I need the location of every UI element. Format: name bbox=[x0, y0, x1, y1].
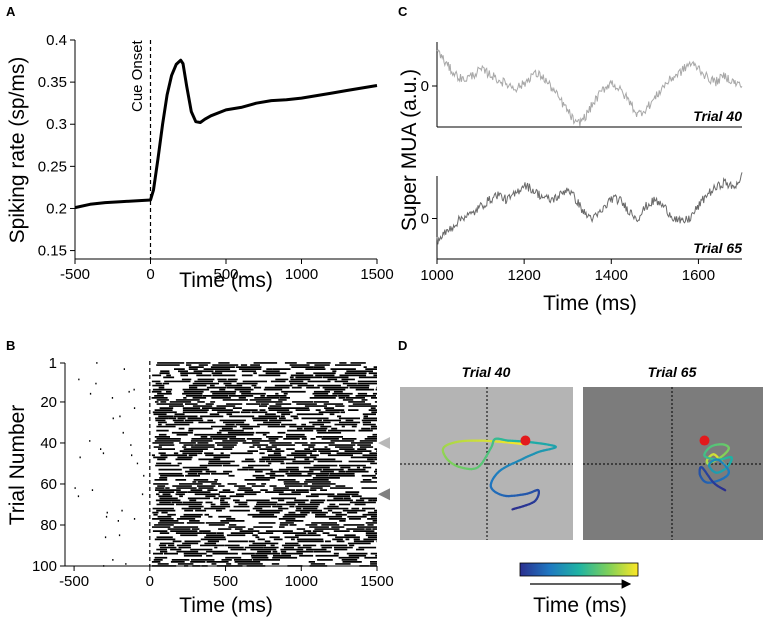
x-tick-label: 1000 bbox=[420, 267, 453, 284]
x-tick-label: 1400 bbox=[595, 267, 628, 284]
y-tick-label: 0.35 bbox=[38, 74, 67, 91]
trial-markers bbox=[378, 436, 390, 501]
y-tick-label: 0.15 bbox=[38, 243, 67, 260]
panel-b-ticks: -500 0 500 1000 1500 1 20 40 60 80 100 bbox=[32, 355, 394, 590]
y-tick-label: 1 bbox=[49, 355, 57, 372]
trial-65-start-dot bbox=[699, 435, 710, 446]
trajectory-segment bbox=[511, 507, 516, 511]
spiking-rate-line bbox=[74, 58, 378, 210]
panel-letter-a: A bbox=[6, 4, 16, 19]
panel-c-y-title: Super MUA (a.u.) bbox=[398, 69, 421, 231]
trial-40-trajectory bbox=[441, 437, 557, 511]
panel-d: D Trial 40 Trial 65 Time (ms) bbox=[398, 338, 763, 617]
panel-c: C 0 0 1000 1200 1400 1600 Trial 40 Trial 65 T… bbox=[398, 4, 743, 315]
panel-a-x-title: Time (ms) bbox=[179, 269, 273, 292]
y-tick-label: 40 bbox=[40, 435, 57, 452]
trial-marker-40 bbox=[378, 436, 390, 449]
panel-c1-trial-label: Trial 40 bbox=[693, 108, 742, 124]
panel-letter-c: C bbox=[398, 4, 408, 19]
panel-d2-trial-label: Trial 65 bbox=[648, 364, 697, 380]
y-tick-label: 0.3 bbox=[46, 116, 67, 133]
panel-a-y-title: Spiking rate (sp/ms) bbox=[6, 57, 29, 244]
y-tick-label: 0.4 bbox=[46, 32, 67, 49]
y-tick-label: 0 bbox=[421, 211, 429, 228]
colorbar-label: Time (ms) bbox=[533, 594, 627, 617]
panel-c-axes bbox=[436, 42, 742, 260]
y-tick-label: 20 bbox=[40, 394, 57, 411]
cue-onset-label: Cue Onset bbox=[129, 39, 146, 112]
y-tick-label: 80 bbox=[40, 517, 57, 534]
y-tick-label: 0.2 bbox=[46, 200, 67, 217]
x-tick-label: 1500 bbox=[360, 266, 393, 283]
x-tick-label: 500 bbox=[213, 266, 238, 283]
trial-40-mua-line bbox=[436, 49, 743, 127]
panel-c-ticks: 0 0 1000 1200 1400 1600 bbox=[420, 78, 715, 284]
panel-letter-b: B bbox=[6, 338, 15, 353]
panel-b: B -500 0 500 1000 1500 1 20 40 60 80 100 Time (ms)… bbox=[6, 338, 394, 617]
panel-b-x-title: Time (ms) bbox=[179, 594, 273, 617]
time-colorbar bbox=[519, 562, 639, 577]
y-tick-label: 0.25 bbox=[38, 158, 67, 175]
raster-plot bbox=[74, 362, 377, 567]
panel-d1-trial-label: Trial 40 bbox=[462, 364, 511, 380]
raster-spikes bbox=[74, 362, 377, 567]
x-tick-label: 500 bbox=[213, 573, 238, 590]
trial-40-start-dot bbox=[520, 435, 531, 446]
trial-65-trajectory bbox=[698, 443, 733, 492]
panel-a: A -500 0 500 1000 15000.150.20.250.30.350.4 … bbox=[6, 4, 394, 292]
x-tick-label: 1000 bbox=[285, 573, 318, 590]
x-tick-label: -500 bbox=[60, 266, 90, 283]
x-tick-label: 1000 bbox=[285, 266, 318, 283]
x-tick-label: -500 bbox=[59, 573, 89, 590]
trial-marker-65 bbox=[378, 488, 390, 501]
x-tick-label: 0 bbox=[146, 266, 154, 283]
x-tick-label: 1500 bbox=[360, 573, 393, 590]
trial-65-mua-line bbox=[436, 172, 743, 245]
trajectory-segment bbox=[723, 488, 727, 492]
panel-b-y-title: Trial Number bbox=[6, 405, 29, 526]
panel-a-axes bbox=[74, 40, 377, 260]
x-tick-label: 0 bbox=[146, 573, 154, 590]
panel-a-ticks: -500 0 500 1000 1500 0.15 0.2 0.25 0.3 0.35 0.4 bbox=[38, 32, 394, 283]
y-tick-label: 0 bbox=[421, 78, 429, 95]
panel-c-x-title: Time (ms) bbox=[543, 292, 637, 315]
panel-letter-d: D bbox=[398, 338, 407, 353]
y-tick-label: 100 bbox=[32, 558, 57, 575]
x-tick-label: 1600 bbox=[682, 267, 715, 284]
panel-c2-trial-label: Trial 65 bbox=[693, 240, 742, 256]
x-tick-label: 1200 bbox=[507, 267, 540, 284]
y-tick-label: 60 bbox=[40, 476, 57, 493]
